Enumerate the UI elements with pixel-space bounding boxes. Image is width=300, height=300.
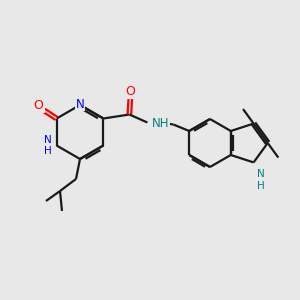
Text: O: O: [34, 99, 44, 112]
Text: O: O: [125, 85, 135, 98]
Text: N: N: [76, 98, 84, 110]
Text: N
H: N H: [44, 135, 52, 156]
Text: N
H: N H: [256, 169, 264, 191]
Text: NH: NH: [152, 117, 169, 130]
